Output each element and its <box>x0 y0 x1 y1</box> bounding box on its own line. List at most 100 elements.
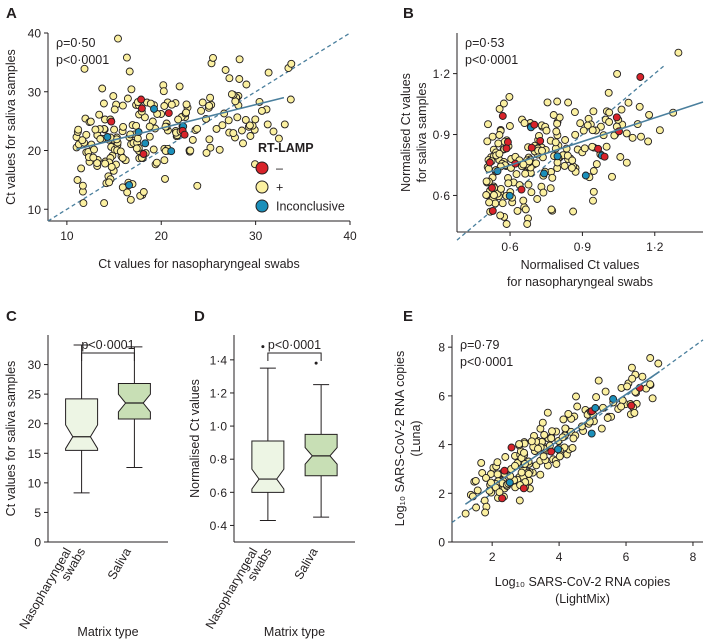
legend-title: RT-LAMP <box>258 141 314 155</box>
data-point <box>488 206 497 215</box>
data-point <box>628 374 637 383</box>
data-point <box>560 161 569 170</box>
data-point <box>602 142 611 151</box>
data-point <box>589 107 598 116</box>
data-point <box>149 145 158 154</box>
data-point <box>132 144 141 153</box>
data-point <box>502 220 511 228</box>
data-point <box>269 127 278 136</box>
y-tick-label: 0·4 <box>210 519 228 533</box>
data-point <box>674 48 683 57</box>
data-point <box>481 508 490 517</box>
data-point <box>543 98 552 107</box>
data-point <box>137 104 146 113</box>
y-axis-label: Normalised Ct values <box>188 379 202 498</box>
data-point <box>180 130 189 139</box>
significance-bracket <box>267 352 322 361</box>
x-tick-label: 30 <box>249 229 263 243</box>
data-point <box>592 160 601 169</box>
x-tick-label: 4 <box>556 550 563 564</box>
y-tick-label: 6 <box>438 389 445 403</box>
data-point <box>534 444 542 453</box>
data-point <box>482 177 491 186</box>
data-point <box>576 119 585 128</box>
data-point <box>559 415 568 424</box>
y-axis-label: Ct values for saliva samples <box>4 361 18 517</box>
data-point <box>521 205 530 214</box>
data-point <box>505 92 514 101</box>
data-point <box>604 88 613 97</box>
data-point <box>498 199 507 208</box>
data-point <box>493 458 502 467</box>
legend-item: – <box>276 162 283 176</box>
data-point <box>123 94 132 103</box>
data-point <box>592 393 601 402</box>
y-tick-label: 0·6 <box>210 486 228 500</box>
legend-item: + <box>276 181 283 195</box>
data-point <box>73 176 82 184</box>
x-tick-label: 1·2 <box>646 240 664 254</box>
data-point <box>264 68 273 77</box>
data-point <box>193 181 202 190</box>
data-point <box>500 466 509 475</box>
data-point <box>160 156 169 165</box>
data-point <box>215 145 224 154</box>
x-axis-label: Matrix type <box>77 625 138 639</box>
data-point <box>608 172 616 181</box>
x-axis-label: Ct values for nasopharyngeal swabs <box>98 257 300 271</box>
data-point <box>563 151 572 160</box>
y-tick-label: 25 <box>28 388 42 402</box>
box-saliva <box>117 346 151 468</box>
data-point <box>274 134 283 143</box>
y-axis-label: (Luna) <box>409 420 423 456</box>
data-point <box>494 139 503 148</box>
data-point <box>496 211 505 220</box>
data-point <box>616 153 625 161</box>
data-point <box>182 100 191 109</box>
panel-label-A: A <box>6 5 17 22</box>
data-point <box>497 184 505 193</box>
data-point <box>567 163 576 172</box>
data-point <box>573 402 582 411</box>
data-point <box>114 34 122 43</box>
data-point <box>511 461 519 470</box>
data-point <box>617 402 626 411</box>
data-point <box>519 484 528 493</box>
data-point <box>159 87 168 96</box>
data-point <box>548 427 556 436</box>
y-axis-label: for saliva samples <box>415 82 429 182</box>
y-tick-label: 10 <box>28 203 42 217</box>
data-point <box>589 167 598 175</box>
x-axis-label: for nasopharyngeal swabs <box>507 275 653 289</box>
data-point <box>96 135 105 143</box>
data-point <box>538 418 547 427</box>
data-point <box>536 470 545 479</box>
data-point <box>118 153 127 162</box>
data-point <box>287 59 296 68</box>
y-tick-label: 30 <box>28 358 42 372</box>
data-point <box>119 122 128 131</box>
data-point <box>125 181 134 190</box>
data-point <box>635 102 644 111</box>
box-body <box>304 433 338 477</box>
y-axis-label: Log₁₀ SARS-CoV-2 RNA copies <box>393 351 407 526</box>
y-tick-label: 20 <box>28 144 42 158</box>
y-tick-label: 1·2 <box>433 67 451 81</box>
data-point <box>107 162 116 171</box>
y-tick-label: 1·0 <box>210 420 228 434</box>
y-tick-label: 4 <box>438 438 445 452</box>
data-point <box>601 387 610 396</box>
y-axis-label: Normalised Ct values <box>399 73 413 192</box>
data-point <box>539 188 548 197</box>
legend-swatch <box>255 180 269 194</box>
x-tick-label: 6 <box>623 550 630 564</box>
data-point <box>552 460 561 468</box>
data-point <box>613 69 622 78</box>
data-point <box>637 132 645 141</box>
data-point <box>572 392 580 401</box>
data-point <box>484 120 492 129</box>
data-point <box>568 156 577 165</box>
data-point <box>485 158 494 167</box>
